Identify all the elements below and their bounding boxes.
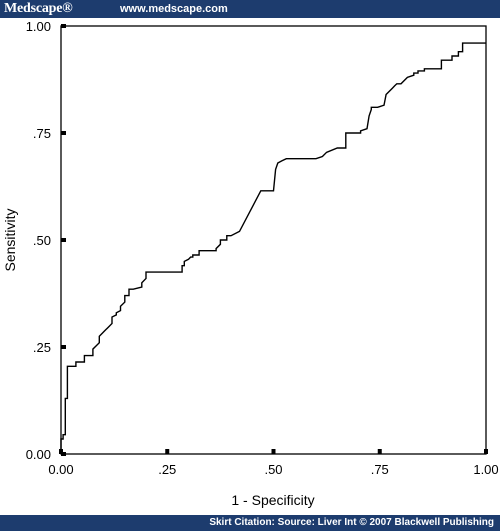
y-tick-label: .50: [33, 233, 51, 248]
x-axis: 0.00 .25 .50 .75 1.00: [48, 449, 499, 477]
header-bar: Medscape® www.medscape.com: [0, 0, 500, 18]
roc-chart: 0.00 .25 .50 .75 1.00 0.00 .25 .50 .75 1.00 1 - …: [2, 19, 499, 508]
y-tick-label: .25: [33, 340, 51, 355]
y-axis-label: Sensitivity: [2, 208, 18, 271]
x-tick-label: .25: [158, 462, 176, 477]
site-url-link[interactable]: www.medscape.com: [120, 3, 228, 15]
source-citation: Skirt Citation: Source: Liver Int © 2007…: [209, 517, 494, 528]
x-tick-label: 1.00: [473, 462, 498, 477]
y-axis: 0.00 .25 .50 .75 1.00: [26, 19, 66, 462]
y-tick-label: 0.00: [26, 447, 51, 462]
x-tick-label: .50: [264, 462, 282, 477]
footer-bar: Skirt Citation: Source: Liver Int © 2007…: [0, 515, 500, 531]
x-axis-label: 1 - Specificity: [231, 492, 314, 508]
plot-frame: [60, 25, 487, 455]
x-tick-label: .75: [371, 462, 389, 477]
roc-curve-line: [60, 42, 486, 454]
y-tick-label: 1.00: [26, 19, 51, 34]
medscape-logo[interactable]: Medscape®: [4, 1, 73, 16]
series-group: [60, 42, 486, 454]
y-tick-label: .75: [33, 126, 51, 141]
x-tick-label: 0.00: [48, 462, 73, 477]
